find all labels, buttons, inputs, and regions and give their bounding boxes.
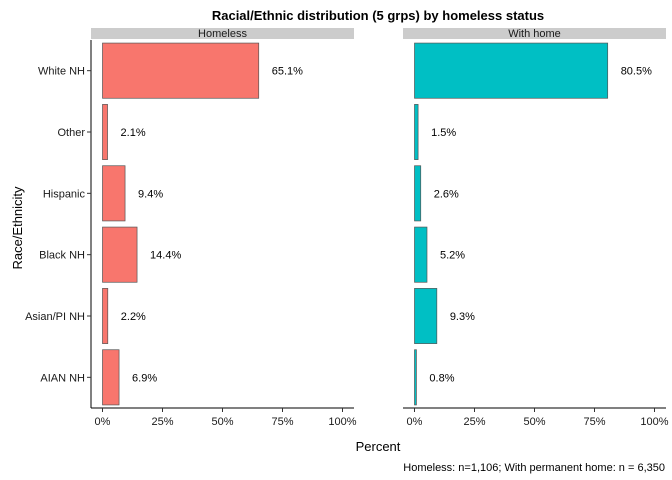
y-tick-label: White NH [38, 66, 85, 78]
panel-strip [91, 28, 354, 39]
data-label: 80.5% [621, 66, 652, 78]
x-tick-label: 75% [583, 416, 605, 428]
data-label: 65.1% [272, 66, 303, 78]
data-label: 2.2% [121, 311, 146, 323]
x-tick-label: 25% [151, 416, 173, 428]
x-tick-label: 50% [211, 416, 233, 428]
panel-homeless: Homeless 0% 25% 50% 75% 100% 65.1% 2.1% 9.4% 14.4… [91, 28, 357, 428]
bar [102, 165, 126, 222]
x-tick-label: 0% [407, 416, 423, 428]
bar [102, 288, 109, 344]
bar [102, 349, 120, 406]
y-axis-title: Race/Ethnicity [10, 186, 25, 270]
bar [414, 349, 417, 406]
x-tick-label: 25% [463, 416, 485, 428]
panel-strip-label: With home [508, 28, 561, 40]
x-tick-label: 0% [95, 416, 111, 428]
y-tick-label: Black NH [39, 250, 85, 262]
panels-layer: Homeless 0% 25% 50% 75% 100% 65.1% 2.1% 9.4% 14.4… [91, 28, 669, 428]
data-label: 6.9% [132, 372, 157, 384]
panel-strip [403, 28, 666, 39]
bar [102, 42, 260, 99]
y-tick-label: Other [57, 127, 85, 139]
bar [414, 104, 419, 160]
x-axis-title: Percent [356, 439, 401, 454]
panel-strip-label: Homeless [198, 28, 247, 40]
chart-title: Racial/Ethnic distribution (5 grps) by h… [212, 8, 544, 23]
data-label: 2.1% [121, 127, 146, 139]
bar [414, 226, 428, 283]
bar [414, 165, 422, 222]
chart-caption: Homeless: n=1,106; With permanent home: … [403, 462, 665, 474]
axes-layer: White NH Other Hispanic Black NH Asian/PI NH… [25, 40, 92, 408]
data-label: 1.5% [431, 127, 456, 139]
x-tick-label: 100% [640, 416, 668, 428]
x-tick-label: 100% [328, 416, 356, 428]
data-label: 5.2% [440, 250, 465, 262]
bar [102, 104, 108, 160]
bar [414, 288, 438, 344]
panel-with-home: With home 0% 25% 50% 75% 100% 80.5% 1.5% 2.6% 5.2… [403, 28, 669, 428]
data-label: 9.3% [450, 311, 475, 323]
data-label: 14.4% [150, 250, 181, 262]
bar [102, 226, 138, 283]
x-tick-label: 75% [271, 416, 293, 428]
data-label: 0.8% [429, 372, 454, 384]
y-tick-label: Hispanic [43, 188, 86, 200]
y-tick-label: AIAN NH [40, 372, 85, 384]
bar [414, 42, 609, 99]
x-tick-label: 50% [523, 416, 545, 428]
data-label: 9.4% [138, 188, 163, 200]
data-label: 2.6% [434, 188, 459, 200]
y-tick-label: Asian/PI NH [25, 311, 85, 323]
